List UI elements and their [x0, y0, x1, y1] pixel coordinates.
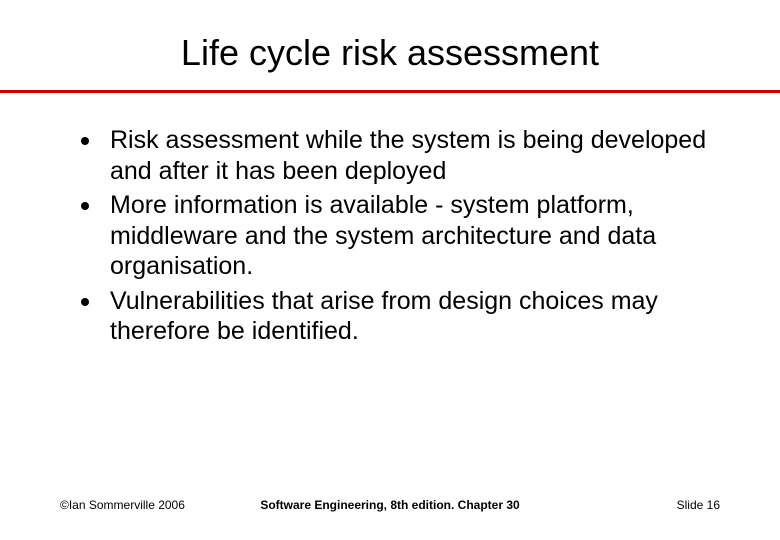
footer-copyright: ©Ian Sommerville 2006 — [60, 498, 185, 512]
bullet-marker-icon — [60, 125, 110, 145]
bullet-list: Risk assessment while the system is bein… — [60, 125, 720, 347]
bullet-marker-icon — [60, 190, 110, 210]
bullet-dot-icon — [81, 137, 89, 145]
bullet-text: Risk assessment while the system is bein… — [110, 125, 720, 186]
title-area: Life cycle risk assessment — [0, 0, 780, 74]
bullet-marker-icon — [60, 286, 110, 306]
content-area: Risk assessment while the system is bein… — [0, 93, 780, 347]
slide-title: Life cycle risk assessment — [0, 32, 780, 74]
bullet-item: Vulnerabilities that arise from design c… — [60, 286, 720, 347]
footer: ©Ian Sommerville 2006 Software Engineeri… — [0, 498, 780, 512]
bullet-item: Risk assessment while the system is bein… — [60, 125, 720, 186]
bullet-dot-icon — [81, 202, 89, 210]
footer-chapter: Software Engineering, 8th edition. Chapt… — [260, 498, 519, 512]
footer-slide-number: Slide 16 — [677, 498, 720, 512]
bullet-text: Vulnerabilities that arise from design c… — [110, 286, 720, 347]
bullet-dot-icon — [81, 298, 89, 306]
bullet-text: More information is available - system p… — [110, 190, 720, 282]
slide-container: Life cycle risk assessment Risk assessme… — [0, 0, 780, 540]
bullet-item: More information is available - system p… — [60, 190, 720, 282]
